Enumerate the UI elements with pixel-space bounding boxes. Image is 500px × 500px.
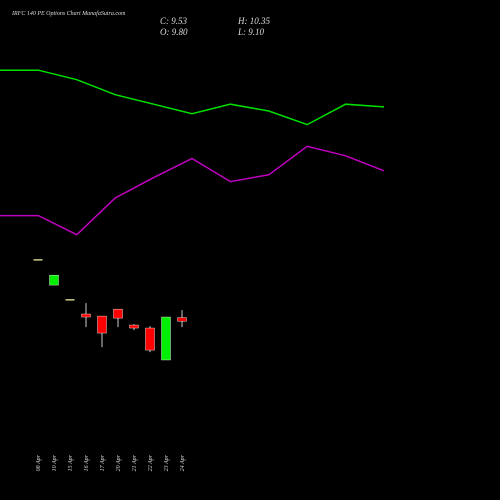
close-label: C: 9.53	[160, 16, 188, 26]
chart-title: IRFC 140 PE Options Chart ManafaSutra.co…	[11, 10, 126, 17]
candle-body	[49, 274, 59, 286]
candle-body	[113, 308, 123, 319]
x-tick-label: 20 Apr	[116, 454, 122, 471]
x-tick-label: 15 Apr	[68, 454, 74, 471]
x-tick-label: 22 Apr	[148, 454, 154, 471]
candle-body	[177, 317, 187, 322]
candle-body	[97, 315, 107, 334]
x-tick-label: 16 Apr	[84, 454, 90, 471]
candle-body	[81, 313, 91, 318]
x-tick-label: 21 Apr	[132, 454, 138, 471]
indicator-line	[0, 145, 385, 236]
x-tick-label: 23 Apr	[164, 454, 170, 471]
open-label: O: 9.80	[160, 27, 188, 37]
x-tick-label: 08 Apr	[36, 454, 42, 471]
candle-body	[129, 324, 139, 329]
candle-body	[65, 299, 75, 301]
x-tick-label: 17 Apr	[100, 454, 106, 471]
candle-body	[33, 259, 43, 261]
indicator-line	[0, 69, 385, 126]
low-label: L: 9.10	[237, 27, 265, 37]
x-tick-label: 24 Apr	[179, 454, 186, 471]
candle-body	[145, 327, 155, 351]
x-tick-label: 10 Apr	[52, 454, 58, 471]
high-label: H: 10.35	[237, 16, 270, 26]
candle-body	[161, 316, 171, 361]
